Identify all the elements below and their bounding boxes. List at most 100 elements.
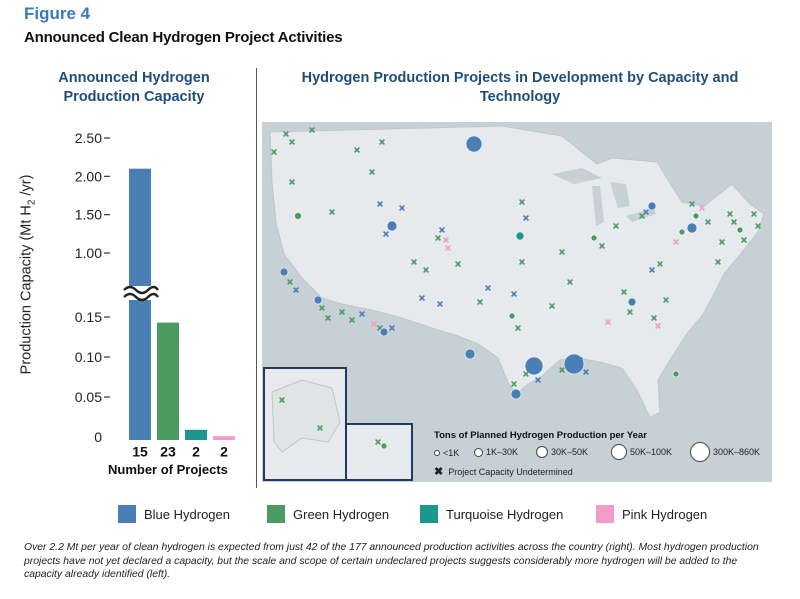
project-marker-undetermined-green [731,219,737,225]
map-legend-title: Tons of Planned Hydrogen Production per … [434,430,647,441]
project-marker-undetermined-green [663,297,669,303]
project-marker-undetermined-green [289,139,295,145]
project-marker-green [380,442,388,450]
project-marker-undetermined-green [689,201,695,207]
project-marker-undetermined-green [639,213,645,219]
project-marker-undetermined-pink [673,239,679,245]
legend-swatch-pink [596,505,614,523]
legend-swatch-green [267,505,285,523]
legend-pink: Pink Hydrogen [596,505,707,523]
project-marker-undetermined-green [651,315,657,321]
project-marker-undetermined-green [349,317,355,323]
project-marker-undetermined-blue [511,291,517,297]
project-marker-blue [465,135,483,153]
project-marker-green [672,370,680,378]
bar-category-label: 15 [132,443,148,459]
project-marker-turquoise [515,231,525,241]
size-class-3: 30K–50K [536,446,588,458]
project-marker-undetermined-green [741,237,747,243]
right-panel-title: Hydrogen Production Projects in Developm… [301,70,739,105]
project-marker-undetermined-pink [655,323,661,329]
legend-swatch-turquoise [420,505,438,523]
bar-green [157,322,179,440]
project-marker-blue [279,267,289,277]
y-tick-label-upper: 2.00 [75,168,102,184]
project-marker-undetermined-blue [523,215,529,221]
y-tick-label-upper: 2.50 [75,130,102,146]
project-marker-undetermined-green [325,315,331,321]
size-class-2: 1K–30K [474,447,518,457]
project-marker-blue [686,222,698,234]
lake-superior [552,168,602,184]
project-marker-undetermined-pink [699,205,705,211]
size-class-1: <1K [434,448,459,458]
project-marker-undetermined-blue [383,231,389,237]
project-marker-undetermined-green [705,219,711,225]
project-marker-undetermined-green [715,259,721,265]
project-marker-undetermined-blue [389,325,395,331]
project-marker-undetermined-green [515,325,521,331]
bar-blue [129,168,151,440]
project-marker-undetermined-green [559,367,565,373]
figure-title: Announced Clean Hydrogen Project Activit… [24,29,343,46]
project-marker-blue [313,295,323,305]
map-legend: Tons of Planned Hydrogen Production per … [426,428,776,482]
project-marker-undetermined-blue [439,227,445,233]
project-marker-blue [563,353,585,375]
project-marker-undetermined-pink [445,245,451,251]
project-marker-blue [524,356,544,376]
project-marker-undetermined-green [511,381,517,387]
project-marker-green [678,228,686,236]
project-marker-undetermined-green [477,299,483,305]
y-tick-label-lower: 0.15 [75,309,102,325]
legend-turquoise: Turquoise Hydrogen [420,505,563,523]
project-marker-undetermined-green [455,261,461,267]
project-marker-green [294,212,302,220]
axis-break-icon [123,292,159,302]
left-panel-title: Announced Hydrogen Production Capacity [58,70,210,105]
project-marker-undetermined-green [549,303,555,309]
project-marker-undetermined-green [435,235,441,241]
project-marker-undetermined-blue [359,311,365,317]
project-marker-undetermined-blue [583,369,589,375]
lake-huron [610,182,630,208]
project-marker-undetermined-blue [535,377,541,383]
y-tick-label-upper: 1.00 [75,245,102,261]
project-marker-undetermined-blue [399,205,405,211]
bar-chart: 2.50 2.00 1.50 1.00 0.15 0.10 0.05 0 15 23 2 2 [75,130,235,459]
project-marker-undetermined-pink [605,319,611,325]
x-marker-icon: ✖ [434,466,444,478]
project-marker-undetermined-green [719,239,725,245]
project-marker-undetermined-green [319,305,325,311]
project-marker-undetermined-green [309,127,315,133]
project-marker-undetermined-green [354,147,360,153]
hawaii-inset [345,423,413,481]
project-marker-green [508,312,516,320]
project-marker-undetermined-green [613,223,619,229]
panel-divider [256,68,257,488]
project-marker-undetermined-green [283,131,289,137]
legend-blue: Blue Hydrogen [118,505,230,523]
project-marker-green [590,234,598,242]
project-marker-green [736,226,744,234]
axis-break-icon [123,285,159,295]
project-marker-undetermined-blue [485,285,491,291]
project-marker-blue [647,201,657,211]
project-marker-blue [386,220,398,232]
project-marker-undetermined-green [279,397,285,403]
project-marker-undetermined-green [755,223,761,229]
project-marker-blue [627,297,637,307]
project-marker-undetermined-green [271,149,277,155]
project-marker-undetermined-green [369,169,375,175]
bar-pink [213,436,235,440]
project-marker-undetermined-blue [649,267,655,273]
project-marker-undetermined-green [559,249,565,255]
us-map [262,122,772,482]
project-marker-undetermined-green [657,261,663,267]
y-tick-label-upper: 1.50 [75,207,102,223]
project-marker-undetermined-green [567,279,573,285]
project-marker-undetermined-green [287,279,293,285]
size-class-5: 300K–860K [690,442,760,462]
lake-michigan [592,186,604,226]
project-marker-undetermined-blue [643,209,649,215]
